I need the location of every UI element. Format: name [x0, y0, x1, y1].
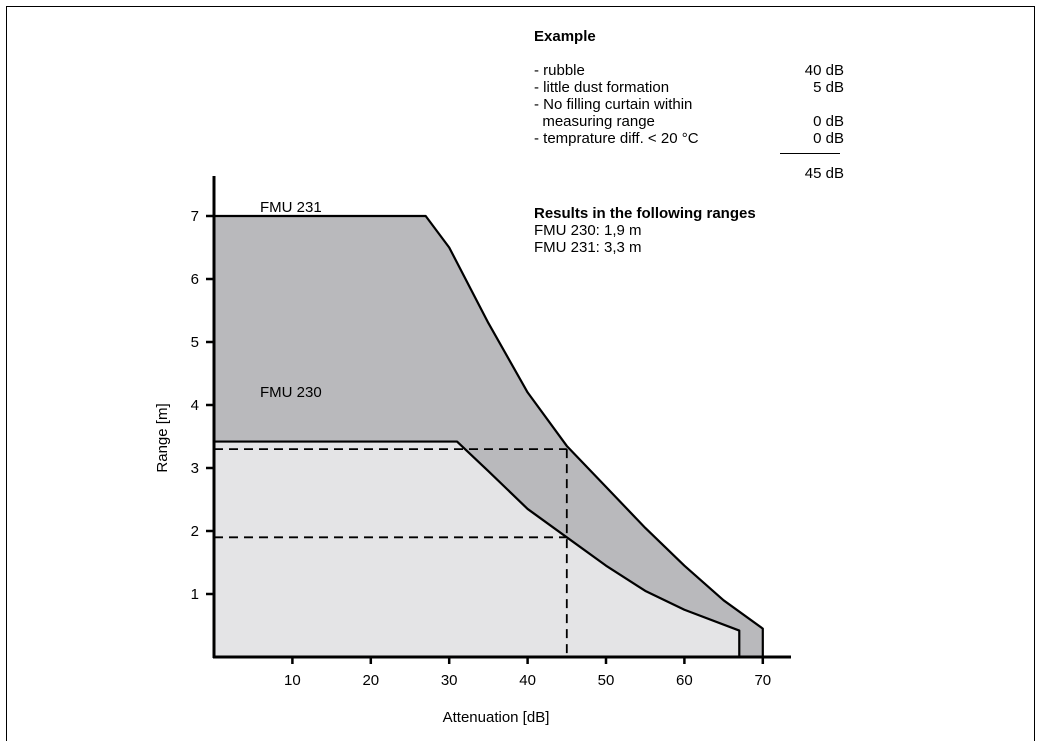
example-list: - rubble 40 dB - little dust formation 5… [534, 62, 844, 147]
x-tick-label: 60 [676, 672, 693, 689]
result-fmu-231: FMU 231: 3,3 m [534, 239, 642, 256]
y-tick-label: 5 [191, 334, 199, 351]
results-title: Results in the following ranges [534, 205, 756, 222]
example-row: measuring range 0 dB [534, 113, 844, 130]
y-tick-label: 2 [191, 523, 199, 540]
y-tick-label: 4 [191, 397, 199, 414]
series-label-fmu-231: FMU 231 [260, 199, 322, 216]
series-label-fmu-230: FMU 230 [260, 384, 322, 401]
example-row: - No filling curtain within [534, 96, 844, 113]
example-item-label: measuring range [534, 113, 655, 130]
example-item-label: - rubble [534, 62, 585, 79]
example-item-label: - little dust formation [534, 79, 670, 96]
example-row: - little dust formation 5 dB [534, 79, 844, 96]
y-tick-label: 7 [191, 208, 199, 225]
x-tick-label: 40 [519, 672, 536, 689]
sum-rule [780, 153, 840, 154]
x-tick-label: 10 [284, 672, 301, 689]
example-total: 45 dB [804, 165, 844, 182]
example-item-value: 0 dB [813, 113, 844, 130]
y-axis-title: Range [m] [154, 403, 171, 472]
x-tick-label: 70 [754, 672, 771, 689]
x-tick-label: 30 [441, 672, 458, 689]
example-item-value: 0 dB [813, 130, 844, 147]
x-tick-label: 20 [362, 672, 379, 689]
example-row: - temprature diff. < 20 °C 0 dB [534, 130, 844, 147]
example-total-row: 45 dB [534, 165, 844, 182]
example-item-label: - No filling curtain within [534, 96, 693, 113]
y-tick-label: 3 [191, 460, 199, 477]
y-tick-label: 6 [191, 271, 199, 288]
example-item-value: 5 dB [813, 79, 844, 96]
x-tick-label: 50 [598, 672, 615, 689]
example-item-value: 40 dB [804, 62, 844, 79]
area-fmu-230 [214, 441, 740, 657]
x-axis-title: Attenuation [dB] [443, 709, 550, 726]
result-fmu-230: FMU 230: 1,9 m [534, 222, 642, 239]
example-item-label: - temprature diff. < 20 °C [534, 130, 699, 147]
curve-fmu-230 [214, 440, 741, 657]
example-panel: Example - rubble 40 dB - little dust for… [534, 28, 844, 256]
curve-fmu-231 [214, 214, 764, 657]
example-title: Example [534, 28, 596, 45]
y-tick-label: 1 [191, 586, 199, 603]
figure-frame [6, 6, 1035, 741]
example-row: - rubble 40 dB [534, 62, 844, 79]
